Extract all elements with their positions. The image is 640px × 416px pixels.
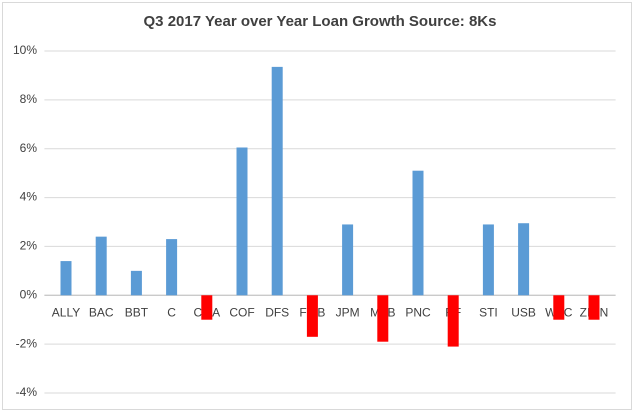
x-tick-label: PNC (405, 305, 431, 319)
x-tick-label: JPM (336, 305, 360, 319)
bar (342, 224, 354, 296)
x-tick-label: BAC (89, 305, 114, 319)
bar (236, 147, 248, 296)
y-tick-label: 0% (20, 287, 38, 301)
y-tick-label: -2% (16, 336, 38, 350)
bar (482, 224, 494, 296)
bar (412, 170, 424, 296)
bar (95, 236, 107, 296)
bar (130, 270, 142, 296)
bar (271, 66, 283, 296)
y-tick-label: -4% (16, 385, 38, 399)
x-tick-label: BBT (125, 305, 149, 319)
y-tick-label: 4% (20, 190, 38, 204)
bar (518, 223, 530, 296)
x-tick-label: ALLY (52, 305, 80, 319)
bar (306, 295, 318, 337)
x-tick-label: STI (479, 305, 498, 319)
bar (447, 295, 459, 347)
y-tick-label: 8% (20, 92, 38, 106)
y-tick-label: 10% (13, 43, 37, 57)
chart-title: Q3 2017 Year over Year Loan Growth Sourc… (144, 13, 497, 30)
bar (377, 295, 389, 342)
x-tick-label: COF (229, 305, 254, 319)
bar (60, 261, 72, 296)
bar (166, 239, 178, 296)
x-tick-label: DFS (265, 305, 289, 319)
y-tick-label: 6% (20, 141, 38, 155)
bar (201, 295, 213, 320)
bar (553, 295, 565, 320)
bar (588, 295, 600, 320)
x-tick-label: USB (511, 305, 536, 319)
x-tick-label: C (167, 305, 176, 319)
y-tick-label: 2% (20, 239, 38, 253)
chart-border (2, 2, 632, 410)
